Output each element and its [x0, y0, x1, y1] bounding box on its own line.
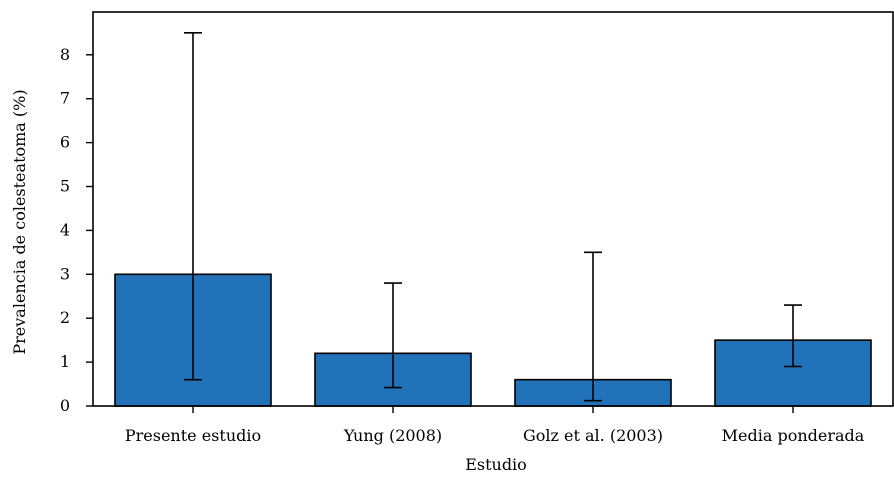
y-tick-label: 8 — [60, 45, 70, 64]
y-tick-label: 0 — [60, 396, 70, 415]
y-tick-label: 3 — [60, 264, 70, 283]
bar — [714, 339, 872, 407]
y-tick-label: 4 — [60, 220, 70, 239]
y-tick-label: 5 — [60, 177, 70, 196]
x-tick-label: Yung (2008) — [343, 426, 442, 445]
y-axis-label: Prevalencia de colesteatoma (%) — [10, 89, 29, 354]
y-tick-label: 6 — [60, 133, 70, 152]
error-bars-layer — [184, 32, 802, 402]
x-tick-label: Presente estudio — [125, 426, 261, 445]
plot-frame — [92, 11, 894, 407]
y-axis: 0 1 2 3 4 5 6 7 8 — [60, 45, 93, 415]
x-tick-label: Media ponderada — [722, 426, 865, 445]
x-axis-label: Estudio — [465, 455, 527, 473]
y-tick-label: 7 — [60, 89, 70, 108]
x-tick-label: Golz et al. (2003) — [523, 426, 663, 445]
bars-layer — [114, 273, 872, 407]
y-tick-label: 1 — [60, 352, 70, 371]
x-axis: Presente estudio Yung (2008) Golz et al. (… — [125, 406, 865, 445]
y-tick-label: 2 — [60, 308, 70, 327]
